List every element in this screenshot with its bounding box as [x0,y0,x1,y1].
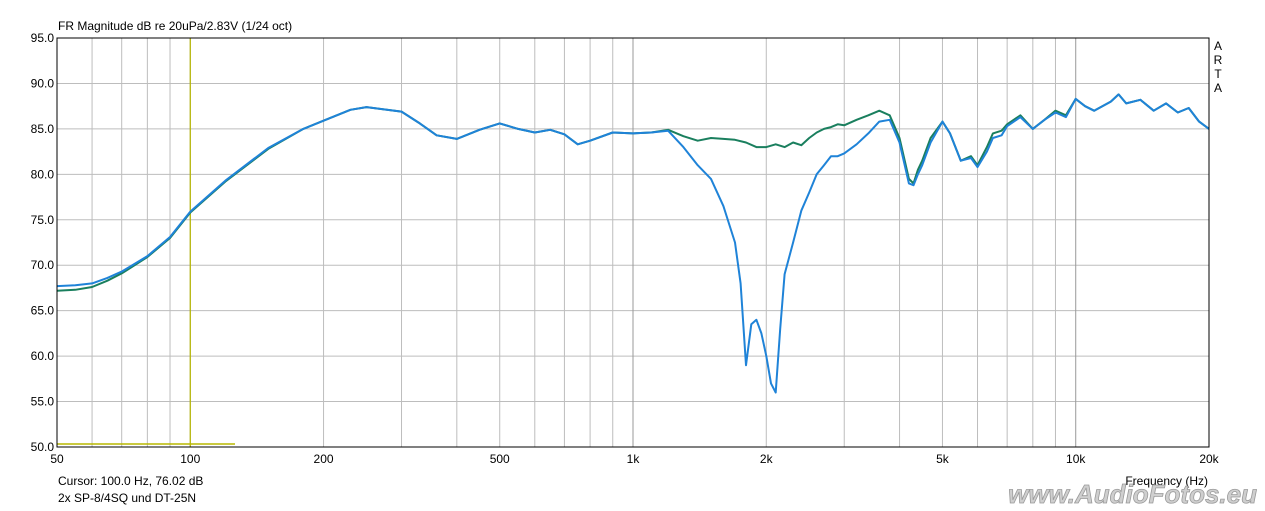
y-tick-label: 95.0 [31,31,55,45]
measurement-label: 2x SP-8/4SQ und DT-25N [58,491,196,505]
y-tick-label: 60.0 [31,349,55,363]
x-tick-label: 5k [936,452,950,466]
x-tick-label: 20k [1199,452,1219,466]
series-line-2 [56,93,1210,394]
y-axis-tick-labels: 50.0 55.0 60.0 65.0 70.0 75.0 80.0 85.0 90.0 95.0 [31,31,55,454]
y-tick-label: 85.0 [31,122,55,136]
cursor-readout: Cursor: 100.0 Hz, 76.02 dB [58,474,203,488]
side-label-letter: T [1214,67,1222,81]
y-tick-label: 65.0 [31,304,55,318]
x-tick-label: 200 [314,452,334,466]
y-tick-label: 55.0 [31,395,55,409]
x-axis-tick-labels: 50 100 200 500 1k 2k 5k 10k 20k [50,452,1219,466]
x-tick-label: 100 [180,452,200,466]
y-tick-label: 70.0 [31,258,55,272]
watermark-logo: www.AudioFotos.eu [1008,479,1257,509]
x-tick-label: 2k [760,452,774,466]
side-label-letter: A [1214,39,1222,53]
x-tick-label: 500 [490,452,510,466]
x-tick-label: 10k [1066,452,1086,466]
cursor-marker[interactable] [57,38,235,447]
y-tick-label: 80.0 [31,167,55,181]
plot-series [56,93,1210,394]
y-tick-label: 90.0 [31,76,55,90]
y-tick-label: 50.0 [31,440,55,454]
plot-frame [56,37,1210,448]
y-tick-label: 75.0 [31,213,55,227]
x-tick-label: 1k [627,452,641,466]
x-tick-label: 50 [50,452,64,466]
plot-grid [56,37,1210,448]
chart-title: FR Magnitude dB re 20uPa/2.83V (1/24 oct… [58,19,292,33]
side-label-letter: A [1214,81,1222,95]
x-axis-label: Frequency (Hz) [1125,474,1208,488]
side-label-letter: R [1214,53,1223,67]
